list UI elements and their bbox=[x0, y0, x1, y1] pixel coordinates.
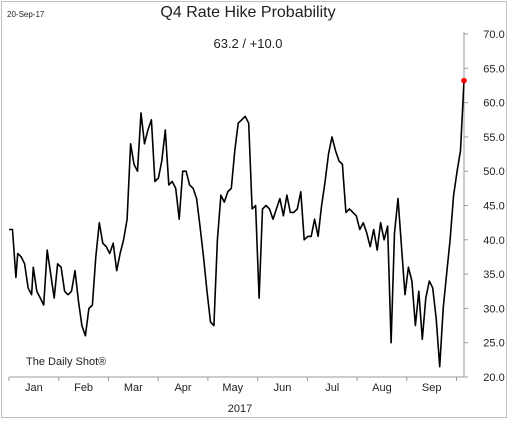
chart-subtitle: 63.2 / +10.0 bbox=[213, 36, 282, 51]
y-tick-label: 35.0 bbox=[483, 269, 504, 281]
source-label: The Daily Shot® bbox=[26, 356, 106, 368]
y-tick-label: 45.0 bbox=[483, 201, 504, 213]
x-tick-label-apr: Apr bbox=[174, 382, 191, 394]
y-tick-label: 60.0 bbox=[483, 98, 504, 110]
x-tick-label-aug: Aug bbox=[372, 382, 392, 394]
y-tick-label: 20.0 bbox=[483, 372, 504, 384]
y-tick-label: 25.0 bbox=[483, 338, 504, 350]
y-tick-label: 65.0 bbox=[483, 63, 504, 75]
series-group bbox=[9, 77, 467, 368]
chart-title: Q4 Rate Hike Probability bbox=[160, 4, 335, 21]
x-tick-label-jun: Jun bbox=[274, 382, 292, 394]
x-axis-ticks: Jan Feb Mar Apr May Jun Jul Aug Sep bbox=[8, 377, 458, 394]
y-tick-label: 70.0 bbox=[483, 29, 504, 41]
x-axis-year-label: 2017 bbox=[228, 403, 252, 415]
x-tick-label-feb: Feb bbox=[74, 382, 93, 394]
date-stamp: 20-Sep-17 bbox=[7, 10, 45, 19]
y-tick-label: 30.0 bbox=[483, 303, 504, 315]
axes bbox=[9, 32, 465, 378]
x-tick-label-sep: Sep bbox=[422, 382, 442, 394]
y-tick-label: 40.0 bbox=[483, 235, 504, 247]
x-tick-label-jan: Jan bbox=[25, 382, 43, 394]
x-tick-label-may: May bbox=[222, 382, 243, 394]
y-axis-ticks: 20.0 25.0 30.0 35.0 40.0 45.0 50.0 55.0 60.0 65.0… bbox=[464, 29, 505, 384]
y-tick-label: 50.0 bbox=[483, 166, 504, 178]
x-tick-label-jul: Jul bbox=[325, 382, 339, 394]
series-line bbox=[9, 80, 465, 368]
last-value-point bbox=[461, 77, 467, 84]
y-tick-label: 55.0 bbox=[483, 132, 504, 144]
x-tick-label-mar: Mar bbox=[124, 382, 143, 394]
